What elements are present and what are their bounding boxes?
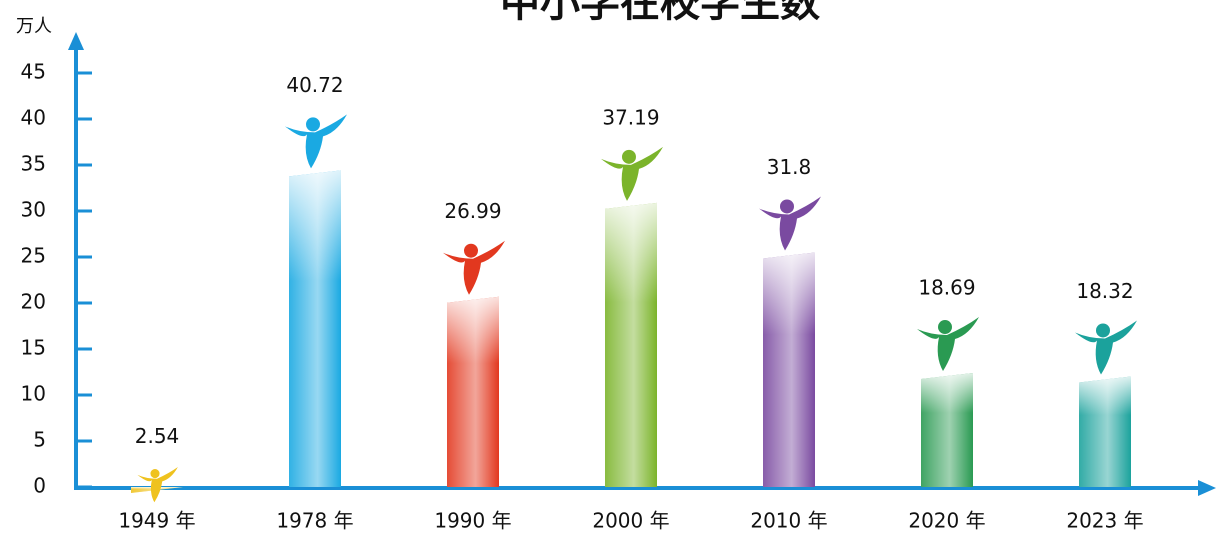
x-axis-arrow xyxy=(1198,480,1216,496)
figure-body xyxy=(443,240,505,295)
value-label: 18.32 xyxy=(1076,279,1133,303)
x-tick-label: 2020 年 xyxy=(908,509,985,533)
y-tick-label: 35 xyxy=(21,152,46,176)
y-axis-label: 万人 xyxy=(16,16,52,37)
x-tick-label: 1978 年 xyxy=(276,509,353,533)
bar xyxy=(1075,320,1137,487)
pillar-fade xyxy=(1079,376,1131,487)
figure-body xyxy=(285,114,347,169)
bar xyxy=(759,196,821,487)
pillar-fade xyxy=(605,202,657,488)
bar xyxy=(285,114,347,487)
pillar-fade xyxy=(289,170,341,487)
figure-body xyxy=(601,146,663,201)
figure-head xyxy=(1096,323,1110,338)
value-label: 2.54 xyxy=(135,424,180,448)
figure-body xyxy=(917,317,979,372)
value-label: 18.69 xyxy=(918,276,975,300)
y-axis-arrow xyxy=(68,32,84,50)
bar xyxy=(443,240,505,487)
pillar-fade xyxy=(921,373,973,487)
x-tick-label: 2023 年 xyxy=(1066,509,1143,533)
y-tick-label: 15 xyxy=(21,336,46,360)
chart-title: 中小学在校学生数 xyxy=(500,0,820,26)
y-tick-label: 5 xyxy=(33,428,46,452)
y-tick-label: 20 xyxy=(21,290,46,314)
figure-head xyxy=(780,199,794,214)
figure-body xyxy=(759,196,821,251)
value-label: 31.8 xyxy=(767,155,812,179)
value-label: 37.19 xyxy=(602,105,659,129)
x-tick-label: 1990 年 xyxy=(434,509,511,533)
y-tick-label: 45 xyxy=(21,60,46,84)
figure-body xyxy=(137,467,178,503)
y-tick-label: 25 xyxy=(21,244,46,268)
y-tick-label: 10 xyxy=(21,382,46,406)
pillar-fade xyxy=(447,296,499,487)
y-tick-label: 40 xyxy=(21,106,46,130)
y-tick-label: 30 xyxy=(21,198,46,222)
bar xyxy=(917,317,979,487)
figure-head xyxy=(938,320,952,335)
pillar-fade xyxy=(763,252,815,487)
x-tick-label: 2010 年 xyxy=(750,509,827,533)
figure-head xyxy=(150,468,160,479)
bar xyxy=(601,146,663,488)
y-tick-label: 0 xyxy=(33,474,46,498)
value-label: 26.99 xyxy=(444,199,501,223)
x-tick-label: 2000 年 xyxy=(592,509,669,533)
x-tick-label: 1949 年 xyxy=(118,509,195,533)
figure-head xyxy=(622,149,636,164)
figure-body xyxy=(1075,320,1137,375)
bar xyxy=(131,467,183,503)
figure-head xyxy=(306,117,320,132)
value-label: 40.72 xyxy=(286,73,343,97)
figure-head xyxy=(464,243,478,258)
